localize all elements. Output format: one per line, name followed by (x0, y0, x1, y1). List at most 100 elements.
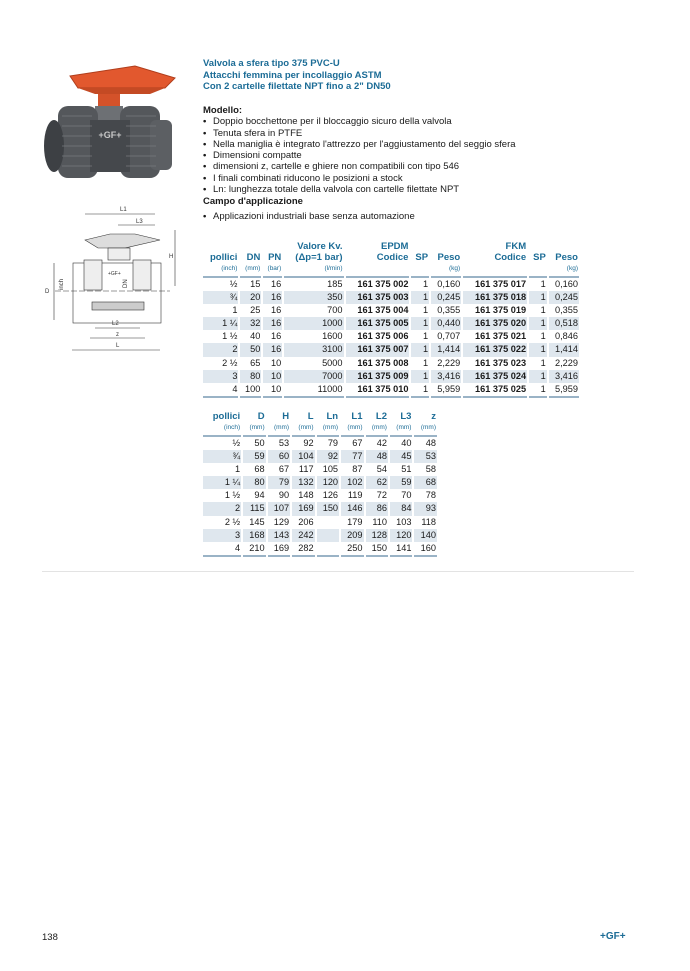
table-cell: 79 (327, 438, 339, 448)
table-cell: 54 (376, 464, 387, 475)
table-cell: 0,707 (437, 331, 461, 342)
table-cell: 209 (341, 528, 364, 542)
table-cell: 161 375 024 (463, 369, 528, 383)
table-cell: 87 (352, 464, 363, 475)
table-cell: 132 (292, 476, 315, 490)
table-cell: 2 ½ (224, 516, 241, 527)
header-label: L1 (351, 411, 363, 422)
table-cell: 1,414 (548, 343, 579, 357)
header-label: z (431, 411, 436, 422)
table-cell: 102 (341, 476, 364, 490)
table-cell: 68 (254, 464, 265, 475)
table-cell: 1 (422, 331, 429, 342)
table-cell: 145 (249, 516, 265, 527)
table-cell: 117 (298, 464, 314, 475)
table-cell: 160 (414, 542, 437, 557)
list-item: Dimensioni compatte (203, 150, 516, 162)
product-title: Valvola a sfera tipo 375 PVC-U Attacchi … (203, 58, 391, 93)
table-cell: 40 (250, 331, 261, 342)
table-cell: 100 (240, 383, 262, 398)
table-cell: 120 (316, 476, 340, 490)
header-label: L2 (375, 411, 387, 422)
header-unit (464, 263, 526, 274)
table-cell: 10 (263, 383, 283, 398)
table-cell: 161 375 017 (475, 279, 527, 289)
table-row: 1 ¼ 32 16 1000 161 375 005 1 0,440 161 375 020 1… (203, 317, 579, 331)
table-cell: 3,416 (548, 369, 579, 383)
table-cell: 25 (250, 305, 261, 316)
table-cell: 161 375 009 (345, 369, 410, 383)
list-item: Nella maniglia è integrato l'attrezzo pe… (203, 139, 516, 151)
table-cell: 0,846 (555, 331, 578, 342)
table-cell: 161 375 008 (357, 357, 409, 368)
table-cell (316, 528, 340, 542)
table-cell: 107 (267, 502, 291, 516)
table-cell: 48 (365, 450, 388, 464)
table-cell: 80 (243, 476, 266, 490)
column-header: Ln (mm) (316, 411, 340, 437)
table-cell (316, 542, 340, 557)
table-cell: 140 (414, 528, 437, 542)
table-cell: 7000 (284, 369, 344, 383)
table-cell: 53 (278, 438, 290, 448)
table-cell: 0,245 (431, 291, 462, 305)
table-cell: 1 (529, 369, 547, 383)
table-cell: 1 (540, 279, 546, 289)
table-cell (317, 516, 339, 529)
table-cell: 104 (292, 450, 315, 464)
table-cell: 1 (411, 369, 430, 383)
application-heading: Campo d'applicazione (203, 196, 303, 208)
column-header: pollici (inch) (203, 411, 242, 437)
table-cell: 1 (411, 317, 430, 331)
gf-logo: +GF+ (600, 931, 626, 942)
table-cell: 206 (298, 516, 314, 527)
label-l2: L2 (112, 321, 119, 327)
table-cell: 2,229 (437, 357, 461, 368)
table-cell: 1 (235, 464, 241, 475)
table-cell: 161 375 019 (475, 305, 527, 316)
list-item: I finali combinati riducono le posizioni… (203, 173, 516, 185)
header-label: H (282, 411, 290, 422)
table-cell: 16 (271, 279, 282, 289)
header-unit: (mm) (245, 265, 261, 272)
header-label: SP (415, 252, 429, 263)
table-cell: 1 (422, 305, 429, 316)
table-cell: 1 (540, 331, 546, 342)
header-unit: (mm) (371, 424, 387, 431)
table-cell: 68 (414, 476, 437, 490)
header-label: D (257, 411, 265, 422)
table-cell: 0,440 (431, 317, 462, 331)
table-cell: 1 (411, 291, 430, 305)
table-cell: 1 (529, 343, 547, 357)
table-cell: 0,160 (555, 279, 578, 289)
svg-text:+GF+: +GF+ (98, 130, 121, 140)
header-unit: (inch) (221, 265, 238, 272)
table-cell: 1 ½ (222, 331, 238, 342)
table-cell: 161 375 004 (357, 305, 409, 316)
label-h: H (169, 254, 173, 260)
table-cell: 16 (271, 305, 282, 316)
table-cell: 78 (425, 490, 436, 501)
table-cell: 118 (421, 516, 436, 527)
column-header: Peso (kg) (431, 241, 462, 278)
label-z: z (116, 332, 119, 338)
column-header: D (mm) (243, 411, 266, 437)
header-unit: (bar) (267, 265, 282, 272)
table-cell: 250 (341, 542, 364, 557)
header-unit (412, 263, 428, 274)
table-cell: 282 (292, 542, 315, 557)
column-header: pollici (inch) (203, 241, 239, 278)
table-cell: 242 (292, 528, 315, 542)
table-cell: 185 (327, 279, 343, 289)
table-cell: 45 (389, 450, 413, 464)
header-unit: (kg) (566, 265, 578, 272)
dimension-drawing: L1 L3 H D inch DN L2 z L +GF+ (45, 207, 176, 351)
table-cell: 168 (243, 528, 266, 542)
table-row: ¾ 59 60 104 92 77 48 45 53 (203, 450, 437, 464)
header-label: EPDM (380, 241, 409, 252)
label-dn: DN (123, 279, 129, 288)
column-header: PN (bar) (263, 241, 283, 278)
table-cell: 161 375 022 (463, 343, 528, 357)
table-cell: 161 375 020 (463, 317, 528, 331)
